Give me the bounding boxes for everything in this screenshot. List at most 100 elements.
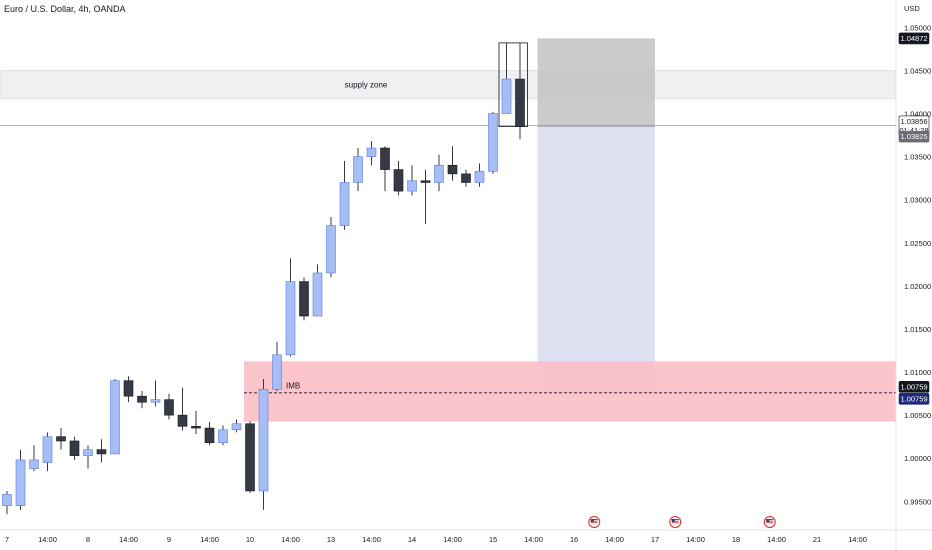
- candle-body: [110, 380, 120, 455]
- us-flag-icon: [669, 516, 682, 528]
- price-tag: 1.03825: [898, 130, 930, 143]
- price-tick-label: 1.00000: [904, 454, 931, 463]
- candle-body: [312, 272, 323, 317]
- price-tag-label: 1.03825: [900, 132, 927, 141]
- candle-body: [177, 414, 188, 427]
- flag-stripe: [590, 519, 598, 521]
- price-tick-label: 1.00500: [904, 411, 931, 420]
- candle-body: [204, 427, 215, 444]
- time-tick-label: 14:00: [605, 535, 624, 544]
- zones-layer: supply zone IMB: [0, 38, 897, 422]
- candle-body: [29, 459, 39, 469]
- price-tick-label: 1.03000: [904, 196, 931, 205]
- time-tick-label: 14:00: [767, 535, 786, 544]
- candle-body: [15, 459, 26, 506]
- supply-zone: [0, 70, 897, 100]
- time-tick-label: 14:00: [443, 535, 462, 544]
- candle-body: [83, 449, 93, 456]
- price-tick-label: 0.99500: [904, 497, 931, 506]
- price-tag-bg: [898, 381, 930, 393]
- price-tag: 1.00759: [898, 381, 930, 393]
- candle-body: [245, 423, 255, 492]
- price-tag-bg: [898, 32, 930, 45]
- price-tag-label: 1.04872: [900, 34, 927, 43]
- price-tick-label: 1.05000: [904, 23, 931, 32]
- candle-body: [191, 426, 201, 429]
- flag-stripe: [671, 519, 679, 521]
- candle-body: [326, 225, 336, 274]
- price-tag-label: 01:41:28: [899, 126, 928, 135]
- imb-zone-label: IMB: [286, 381, 300, 390]
- candles-layer: [2, 42, 525, 515]
- time-tick-label: 14:00: [119, 535, 138, 544]
- flag-stripe: [766, 519, 774, 521]
- supply-zone-label: supply zone: [345, 81, 388, 90]
- candle-body: [231, 423, 242, 431]
- price-tag-bg: [898, 130, 930, 143]
- candle-body: [380, 147, 390, 170]
- short-reward-zone: [537, 125, 655, 393]
- flag-stripe: [671, 521, 679, 523]
- short-risk-zone: [537, 38, 655, 126]
- candle-body: [299, 281, 309, 317]
- time-tick-label: 17: [651, 535, 659, 544]
- candle-body: [393, 169, 404, 192]
- candle-body: [285, 281, 296, 356]
- time-tick-label: 21: [813, 535, 821, 544]
- candle-body: [434, 164, 444, 183]
- flag-canton: [766, 519, 770, 522]
- candle-body: [218, 429, 228, 444]
- time-axis: 7 14:00 8 14:00 9 14:00 10 14:00 13 14:00 14 14:00 1…: [5, 535, 867, 544]
- flag-canton: [671, 519, 675, 522]
- candle-body: [69, 440, 80, 456]
- price-tick-label: 1.02000: [904, 282, 931, 291]
- time-tick-label: 14:00: [38, 535, 57, 544]
- price-axis-currency: USD: [904, 4, 920, 13]
- chart-title: Euro / U.S. Dollar, 4h, OANDA: [4, 4, 126, 14]
- candle-body: [272, 354, 282, 390]
- time-tick-label: 14:00: [362, 535, 381, 544]
- price-tag-label: 1.00759: [900, 382, 927, 391]
- candle-body: [339, 182, 350, 226]
- price-tag-label: 1.00759: [900, 394, 927, 403]
- price-tick-label: 1.04500: [904, 66, 931, 75]
- price-tag-bg: [898, 393, 930, 405]
- time-tick-label: 10: [246, 535, 254, 544]
- time-tick-label: 16: [570, 535, 578, 544]
- pattern-box: [498, 42, 528, 127]
- time-tick-label: 14: [408, 535, 416, 544]
- price-tick-label: 1.01500: [904, 325, 931, 334]
- candle-body: [447, 164, 458, 175]
- candle-body: [2, 494, 12, 506]
- time-tick-label: 14:00: [200, 535, 219, 544]
- time-tick-label: 15: [489, 535, 497, 544]
- price-tick-label: 1.04000: [904, 110, 931, 119]
- imb-zone: [244, 361, 896, 422]
- time-tick-label: 8: [86, 535, 90, 544]
- price-axis: USD 1.05000 1.04500 1.04000 1.03500 1.03000 1.…: [904, 4, 931, 506]
- candle-body: [407, 180, 417, 192]
- time-tick-label: 7: [5, 535, 9, 544]
- time-tick-label: 14:00: [281, 535, 300, 544]
- candle-body: [515, 78, 525, 127]
- price-tick-label: 1.01000: [904, 368, 931, 377]
- candle-body: [461, 173, 471, 183]
- candle-body: [96, 449, 107, 455]
- candle-body: [501, 78, 512, 114]
- time-tick-label: 13: [327, 535, 335, 544]
- time-tick-label: 14:00: [686, 535, 705, 544]
- candle-body: [150, 399, 161, 403]
- flag-stripe: [590, 521, 598, 523]
- candle-body: [258, 388, 269, 492]
- time-tick-label: 9: [167, 535, 171, 544]
- candle-body: [123, 380, 134, 397]
- price-tag-label: 1.03856: [900, 117, 927, 126]
- price-tick-label: 1.02500: [904, 239, 931, 248]
- time-tick-label: 14:00: [848, 535, 867, 544]
- flag-stripe: [766, 521, 774, 523]
- overlays-layer: [498, 42, 776, 528]
- candle-body: [353, 156, 363, 183]
- us-flag-icon: [588, 516, 601, 528]
